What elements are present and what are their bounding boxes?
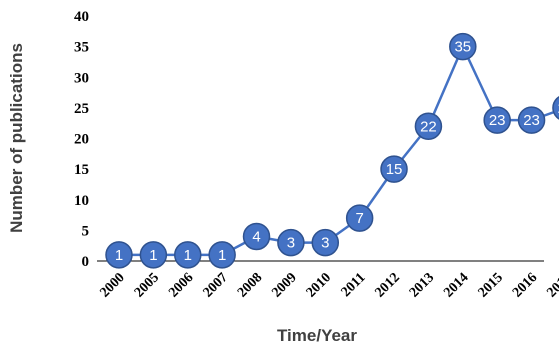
data-point — [483, 106, 511, 134]
data-point — [414, 112, 443, 140]
y-tick-label: 40 — [74, 9, 89, 25]
x-tick-label: 2015 — [476, 270, 506, 300]
data-point — [311, 228, 340, 257]
y-tick-label: 25 — [74, 101, 89, 117]
data-label: 1 — [218, 247, 226, 264]
x-tick-label: 2014 — [441, 270, 471, 300]
data-label: 1 — [115, 247, 123, 264]
x-axis-title: Time/Year — [277, 326, 357, 345]
data-point — [552, 96, 559, 120]
x-tick-label: 2007 — [201, 270, 231, 300]
y-tick-label: 0 — [82, 254, 90, 270]
x-tick-label: 2013 — [407, 270, 437, 300]
y-tick-label: 20 — [74, 132, 89, 148]
data-label: 3 — [287, 235, 295, 252]
y-tick-label: 15 — [74, 162, 89, 178]
data-label: 1 — [184, 247, 192, 264]
x-tick-label: 2006 — [166, 270, 196, 300]
series-publications — [119, 45, 559, 257]
data-label: 35 — [454, 39, 471, 56]
data-label: 4 — [252, 229, 260, 246]
data-label: 22 — [420, 118, 437, 135]
x-tick-label: 2000 — [97, 270, 127, 300]
y-tick-label: 30 — [74, 70, 89, 86]
x-tick-label: 2012 — [372, 270, 402, 300]
y-axis-title: Number of publications — [7, 43, 26, 233]
x-tick-label: 2010 — [304, 270, 334, 300]
data-point — [277, 228, 305, 257]
data-point — [380, 155, 408, 183]
x-tick-label: 2011 — [339, 270, 369, 300]
y-tick-label: 5 — [82, 223, 90, 239]
data-label: 3 — [321, 235, 329, 252]
data-label: 1 — [149, 247, 157, 264]
x-axis-ticks: 2000 2005 2006 2007 2008 2009 2010 2011 2012 2013… — [97, 270, 559, 300]
data-point — [139, 241, 168, 269]
data-point — [105, 241, 133, 269]
x-tick-label: 2005 — [132, 270, 162, 300]
data-markers: 1 1 1 1 4 3 3 7 15 22 35 23 23 25 — [105, 32, 559, 269]
data-point — [449, 32, 477, 61]
series-line — [119, 45, 559, 257]
x-tick-label: 2017 — [544, 270, 559, 300]
x-tick-label: 2009 — [269, 270, 299, 300]
data-point — [242, 222, 271, 251]
y-tick-label: 35 — [74, 40, 89, 56]
data-label: 25 — [558, 100, 559, 117]
data-point — [345, 204, 374, 232]
data-label: 7 — [355, 210, 363, 227]
data-point — [208, 241, 236, 269]
x-tick-label: 2016 — [510, 270, 540, 300]
data-label: 15 — [386, 161, 403, 178]
x-tick-label: 2008 — [235, 270, 265, 300]
y-axis-ticks: 0 5 10 15 20 25 30 35 40 — [74, 9, 89, 270]
data-label: 23 — [523, 112, 540, 129]
y-tick-label: 10 — [74, 193, 89, 209]
data-point — [517, 106, 546, 134]
data-label: 23 — [489, 112, 506, 129]
data-point — [174, 241, 202, 269]
